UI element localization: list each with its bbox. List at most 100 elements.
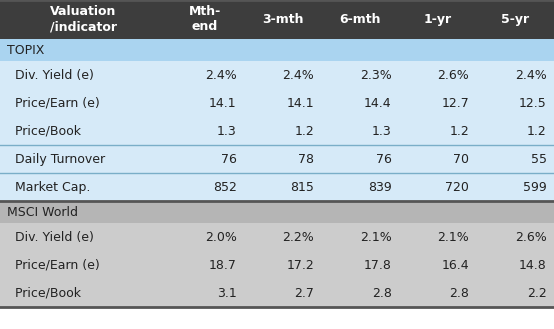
Text: Daily Turnover: Daily Turnover <box>7 153 105 165</box>
Bar <box>321 251 399 279</box>
Bar <box>0 89 166 117</box>
Bar <box>321 223 399 251</box>
Text: 1.2: 1.2 <box>527 125 547 138</box>
Bar <box>244 251 321 279</box>
Bar <box>321 61 399 89</box>
Text: 815: 815 <box>290 181 314 193</box>
Bar <box>399 223 476 251</box>
Bar <box>321 173 399 201</box>
Text: 2.6%: 2.6% <box>515 231 547 244</box>
Text: 3-mth: 3-mth <box>262 13 303 26</box>
Bar <box>0 201 554 223</box>
Text: 720: 720 <box>445 181 469 193</box>
Text: 76: 76 <box>220 153 237 165</box>
Bar <box>476 117 554 145</box>
Text: 17.8: 17.8 <box>364 259 392 272</box>
Bar <box>476 223 554 251</box>
Text: 839: 839 <box>368 181 392 193</box>
Bar <box>0 279 166 307</box>
Text: 2.1%: 2.1% <box>438 231 469 244</box>
Bar <box>166 251 244 279</box>
Text: 2.3%: 2.3% <box>360 69 392 82</box>
Text: 2.4%: 2.4% <box>205 69 237 82</box>
Text: 12.5: 12.5 <box>519 97 547 110</box>
Text: MSCI World: MSCI World <box>7 206 78 219</box>
Bar <box>399 61 476 89</box>
Text: 76: 76 <box>376 153 392 165</box>
Bar <box>476 251 554 279</box>
Text: Div. Yield (e): Div. Yield (e) <box>7 69 94 82</box>
Bar <box>476 279 554 307</box>
Text: 70: 70 <box>453 153 469 165</box>
Bar <box>0 251 166 279</box>
Bar <box>166 223 244 251</box>
Bar <box>399 173 476 201</box>
Text: Mth-
end: Mth- end <box>189 5 221 34</box>
Bar <box>244 89 321 117</box>
Bar <box>244 0 321 39</box>
Bar <box>399 251 476 279</box>
Bar <box>321 117 399 145</box>
Bar <box>399 89 476 117</box>
Bar <box>166 0 244 39</box>
Text: 17.2: 17.2 <box>286 259 314 272</box>
Bar <box>166 145 244 173</box>
Bar <box>0 145 166 173</box>
Bar <box>166 279 244 307</box>
Bar <box>476 89 554 117</box>
Text: 14.1: 14.1 <box>209 97 237 110</box>
Text: 55: 55 <box>531 153 547 165</box>
Text: Valuation
/indicator: Valuation /indicator <box>50 5 116 34</box>
Bar <box>476 173 554 201</box>
Text: 14.4: 14.4 <box>364 97 392 110</box>
Text: 599: 599 <box>523 181 547 193</box>
Text: Price/Earn (e): Price/Earn (e) <box>7 259 100 272</box>
Text: 2.8: 2.8 <box>372 287 392 300</box>
Text: 2.2: 2.2 <box>527 287 547 300</box>
Bar <box>166 61 244 89</box>
Bar <box>0 173 166 201</box>
Bar <box>244 117 321 145</box>
Text: 852: 852 <box>213 181 237 193</box>
Bar <box>321 0 399 39</box>
Bar <box>321 89 399 117</box>
Text: 5-yr: 5-yr <box>501 13 529 26</box>
Text: 1.3: 1.3 <box>217 125 237 138</box>
Bar <box>321 279 399 307</box>
Bar <box>166 89 244 117</box>
Text: Market Cap.: Market Cap. <box>7 181 90 193</box>
Text: 12.7: 12.7 <box>442 97 469 110</box>
Bar <box>244 61 321 89</box>
Bar <box>399 145 476 173</box>
Bar <box>244 173 321 201</box>
Bar <box>476 61 554 89</box>
Text: Price/Earn (e): Price/Earn (e) <box>7 97 100 110</box>
Text: 1.3: 1.3 <box>372 125 392 138</box>
Bar <box>0 61 166 89</box>
Text: 2.7: 2.7 <box>294 287 314 300</box>
Text: Price/Book: Price/Book <box>7 125 81 138</box>
Text: 2.1%: 2.1% <box>360 231 392 244</box>
Text: 3.1: 3.1 <box>217 287 237 300</box>
Bar <box>166 117 244 145</box>
Text: 1.2: 1.2 <box>449 125 469 138</box>
Text: Price/Book: Price/Book <box>7 287 81 300</box>
Text: 2.6%: 2.6% <box>438 69 469 82</box>
Bar <box>244 145 321 173</box>
Bar <box>321 145 399 173</box>
Bar <box>244 223 321 251</box>
Text: 14.8: 14.8 <box>519 259 547 272</box>
Bar <box>399 0 476 39</box>
Bar <box>476 0 554 39</box>
Text: 1.2: 1.2 <box>294 125 314 138</box>
Text: 2.4%: 2.4% <box>515 69 547 82</box>
Text: 16.4: 16.4 <box>442 259 469 272</box>
Bar <box>399 117 476 145</box>
Text: 2.0%: 2.0% <box>204 231 237 244</box>
Text: Div. Yield (e): Div. Yield (e) <box>7 231 94 244</box>
Bar <box>0 39 554 61</box>
Text: TOPIX: TOPIX <box>7 43 44 57</box>
Bar <box>244 279 321 307</box>
Text: 6-mth: 6-mth <box>340 13 381 26</box>
Text: 1-yr: 1-yr <box>424 13 452 26</box>
